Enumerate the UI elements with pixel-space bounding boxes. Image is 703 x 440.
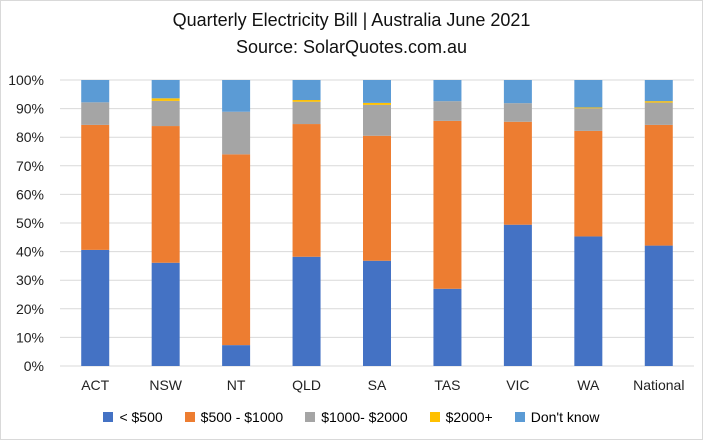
bar-segment-nt-1 xyxy=(222,154,251,346)
legend-swatch xyxy=(184,412,195,422)
legend-item: Don't know xyxy=(514,409,600,425)
legend-swatch xyxy=(514,412,525,422)
legend-item: < $500 xyxy=(103,409,163,425)
legend-swatch xyxy=(429,412,440,422)
legend-label: Don't know xyxy=(530,409,600,425)
bar-segment-nsw-2 xyxy=(151,100,180,127)
y-tick-label: 90% xyxy=(16,101,44,117)
bar-segment-nsw-3 xyxy=(151,98,180,101)
bar-segment-tas-1 xyxy=(433,120,462,289)
bar-segment-act-1 xyxy=(81,124,110,250)
bar-segment-qld-2 xyxy=(292,101,321,125)
x-tick-label: VIC xyxy=(506,377,529,393)
bar-segment-nt-0 xyxy=(222,345,251,366)
y-tick-label: 10% xyxy=(16,329,44,345)
bar-segment-vic-0 xyxy=(503,224,532,366)
bar-segment-tas-0 xyxy=(433,288,462,366)
x-tick-label: National xyxy=(633,377,684,393)
bar-segment-nsw-1 xyxy=(151,126,180,263)
bar-segment-vic-2 xyxy=(503,103,532,122)
legend-label: < $500 xyxy=(119,409,163,425)
bar-segment-nsw-0 xyxy=(151,262,180,366)
legend-swatch xyxy=(103,412,114,422)
bar-segment-qld-0 xyxy=(292,256,321,366)
bar-segment-national-2 xyxy=(644,102,673,125)
y-tick-label: 100% xyxy=(8,72,44,88)
bar-segment-wa-2 xyxy=(574,108,603,131)
bar-segment-act-2 xyxy=(81,102,110,125)
y-tick-label: 80% xyxy=(16,129,44,145)
y-tick-label: 50% xyxy=(16,215,44,231)
legend-item: $2000+ xyxy=(429,409,493,425)
legend-label: $500 - $1000 xyxy=(200,409,284,425)
bar-segment-nt-4 xyxy=(222,80,251,112)
bar-segment-vic-1 xyxy=(503,121,532,225)
bar-segment-qld-1 xyxy=(292,124,321,257)
bar-segment-national-0 xyxy=(644,245,673,366)
x-tick-label: SA xyxy=(368,377,387,393)
legend-item: $1000- $2000 xyxy=(305,409,408,425)
y-tick-label: 40% xyxy=(16,244,44,260)
x-tick-label: QLD xyxy=(292,377,321,393)
bar-segment-wa-3 xyxy=(574,107,603,109)
y-tick-label: 30% xyxy=(16,272,44,288)
x-tick-label: NT xyxy=(227,377,246,393)
x-tick-label: WA xyxy=(577,377,600,393)
bar-segment-wa-0 xyxy=(574,236,603,366)
legend-label: $1000- $2000 xyxy=(321,409,408,425)
bar-segment-tas-4 xyxy=(433,80,462,102)
bar-segment-sa-4 xyxy=(363,80,391,103)
bar-segment-nsw-4 xyxy=(151,80,180,99)
chart-title: Quarterly Electricity Bill | Australia J… xyxy=(172,10,531,30)
y-tick-label: 60% xyxy=(16,186,44,202)
y-tick-label: 70% xyxy=(16,158,44,174)
y-tick-label: 20% xyxy=(16,301,44,317)
bar-segment-qld-4 xyxy=(292,80,321,101)
bar-segment-vic-4 xyxy=(503,80,532,104)
bar-segment-wa-4 xyxy=(574,80,603,108)
bar-segment-act-4 xyxy=(81,80,110,103)
x-tick-label: ACT xyxy=(81,377,109,393)
chart-subtitle: Source: SolarQuotes.com.au xyxy=(235,37,468,57)
bar-segment-national-1 xyxy=(644,124,673,246)
x-tick-label: TAS xyxy=(434,377,460,393)
bar-segment-sa-1 xyxy=(363,135,391,261)
bar-segment-act-0 xyxy=(81,249,110,366)
legend-swatch xyxy=(305,412,316,422)
bar-segment-wa-1 xyxy=(574,130,603,237)
y-tick-label: 0% xyxy=(24,358,44,374)
x-tick-label: NSW xyxy=(149,377,182,393)
bar-segment-qld-3 xyxy=(292,100,321,102)
bar-segment-national-3 xyxy=(644,101,673,103)
bar-segment-national-4 xyxy=(644,80,673,102)
legend-item: $500 - $1000 xyxy=(184,409,284,425)
bar-segment-nt-2 xyxy=(222,111,251,155)
bar-segment-sa-2 xyxy=(363,104,391,136)
bar-segment-sa-3 xyxy=(363,102,391,105)
bar-segment-tas-2 xyxy=(433,101,462,121)
chart-legend: < $500 $500 - $1000 $1000- $2000 $2000+ Don'… xyxy=(0,409,703,425)
bar-segment-sa-0 xyxy=(363,260,391,366)
legend-label: $2000+ xyxy=(445,409,493,425)
